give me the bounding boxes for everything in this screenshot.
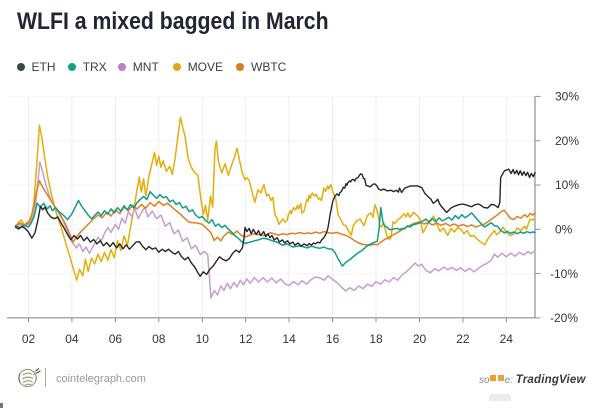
- svg-text:18: 18: [369, 332, 383, 346]
- svg-text:02: 02: [22, 332, 36, 346]
- svg-text:22: 22: [456, 332, 470, 346]
- svg-text:04: 04: [65, 332, 79, 346]
- svg-text:10%: 10%: [555, 178, 579, 192]
- svg-text:08: 08: [152, 332, 166, 346]
- svg-text:20: 20: [413, 332, 427, 346]
- svg-text:12: 12: [239, 332, 253, 346]
- svg-text:30%: 30%: [555, 90, 579, 104]
- svg-text:14: 14: [282, 332, 296, 346]
- svg-text:-10%: -10%: [550, 267, 578, 281]
- svg-text:10: 10: [196, 332, 210, 346]
- svg-text:20%: 20%: [555, 134, 579, 148]
- svg-text:0%: 0%: [555, 223, 573, 237]
- svg-text:24: 24: [500, 332, 514, 346]
- svg-text:16: 16: [326, 332, 340, 346]
- svg-text:-20%: -20%: [550, 311, 578, 325]
- svg-text:06: 06: [109, 332, 123, 346]
